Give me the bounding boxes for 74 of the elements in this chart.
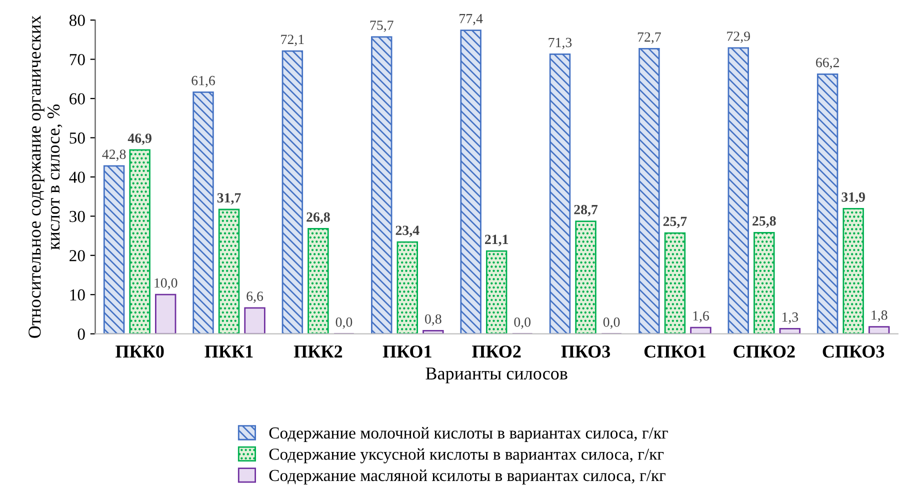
x-tick-label: СПКО3 bbox=[822, 346, 884, 358]
legend-label: Содержание уксусной кислоты в вариантах силоса, г/кг bbox=[269, 448, 664, 464]
y-tick-label: 10 bbox=[70, 289, 85, 301]
data-label: 23,4 bbox=[396, 226, 420, 238]
y-axis-title: Относительное содержание органических кислот в силосе, % bbox=[28, 16, 62, 338]
data-label: 77,4 bbox=[460, 14, 483, 26]
data-label: 21,1 bbox=[485, 234, 508, 246]
data-label: 6,6 bbox=[246, 292, 264, 303]
y-tick-label: 30 bbox=[70, 210, 85, 222]
x-tick-label: ПКК0 bbox=[116, 345, 164, 358]
bar bbox=[754, 232, 775, 334]
bar bbox=[460, 30, 482, 334]
bar bbox=[218, 208, 240, 334]
bar bbox=[728, 47, 749, 334]
data-label: 31,7 bbox=[217, 193, 241, 205]
bar bbox=[690, 326, 712, 334]
data-label: 26,8 bbox=[306, 212, 330, 224]
data-label: 0,0 bbox=[514, 317, 530, 329]
data-label: 72,7 bbox=[638, 32, 661, 44]
y-tick-label: 40 bbox=[69, 172, 85, 183]
y-tick-label: 80 bbox=[69, 14, 85, 26]
data-label: 31,9 bbox=[842, 192, 865, 204]
x-axis-title: Варианты силосов bbox=[426, 368, 568, 384]
bar bbox=[486, 250, 508, 334]
data-label: 61,6 bbox=[192, 76, 215, 88]
y-tick-label: 50 bbox=[70, 132, 85, 144]
bar bbox=[192, 92, 214, 334]
bar bbox=[549, 54, 571, 334]
bar bbox=[244, 307, 266, 334]
legend-label: Содержание молочной кислоты в вариантах силоса, г/кг bbox=[269, 427, 668, 442]
y-tick-label: 20 bbox=[70, 250, 85, 262]
data-label: 25,8 bbox=[752, 216, 776, 228]
data-label: 71,3 bbox=[548, 38, 572, 50]
y-tick-label: 70 bbox=[70, 54, 85, 66]
bar bbox=[779, 328, 801, 334]
data-label: 0,0 bbox=[603, 317, 620, 329]
legend-label: Содержание масляной ксилоты в вариантах силоса, г/кг bbox=[269, 470, 666, 484]
bar bbox=[868, 326, 890, 334]
x-tick-label: ПКК2 bbox=[294, 346, 342, 358]
bar bbox=[664, 232, 686, 334]
bar bbox=[638, 48, 660, 334]
bar bbox=[842, 208, 864, 334]
data-label: 10,0 bbox=[154, 278, 178, 290]
data-label: 66,2 bbox=[816, 58, 839, 70]
bar bbox=[103, 165, 125, 334]
bar bbox=[816, 74, 838, 334]
data-label: 28,7 bbox=[574, 204, 598, 216]
bar bbox=[129, 149, 150, 334]
y-tick-label: 60 bbox=[70, 93, 85, 104]
x-tick-label: ПКО1 bbox=[382, 346, 432, 358]
bar bbox=[396, 241, 418, 334]
data-label: 25,7 bbox=[663, 216, 687, 228]
x-tick-label: ПКО2 bbox=[472, 346, 521, 358]
data-label: 75,7 bbox=[370, 20, 394, 32]
data-label: 42,8 bbox=[102, 150, 126, 161]
bar bbox=[308, 228, 329, 334]
data-label: 46,9 bbox=[128, 134, 152, 145]
data-label: 1,6 bbox=[693, 311, 709, 323]
bar bbox=[575, 220, 596, 334]
data-label: 0,8 bbox=[425, 314, 442, 326]
bar bbox=[282, 50, 304, 334]
y-tick-label: 0 bbox=[78, 328, 85, 340]
x-tick-label: СПКО2 bbox=[734, 346, 795, 358]
x-tick-label: СПКО1 bbox=[644, 346, 706, 358]
data-label: 0,0 bbox=[336, 317, 352, 329]
bar bbox=[371, 36, 392, 334]
x-tick-label: ПКО3 bbox=[561, 346, 610, 358]
x-tick-label: ПКК1 bbox=[204, 346, 253, 358]
data-label: 1,8 bbox=[872, 310, 888, 322]
bar bbox=[422, 330, 444, 334]
bar bbox=[154, 294, 176, 334]
data-label: 72,1 bbox=[281, 34, 304, 46]
data-label: 72,9 bbox=[727, 32, 750, 43]
data-label: 1,3 bbox=[782, 312, 798, 324]
